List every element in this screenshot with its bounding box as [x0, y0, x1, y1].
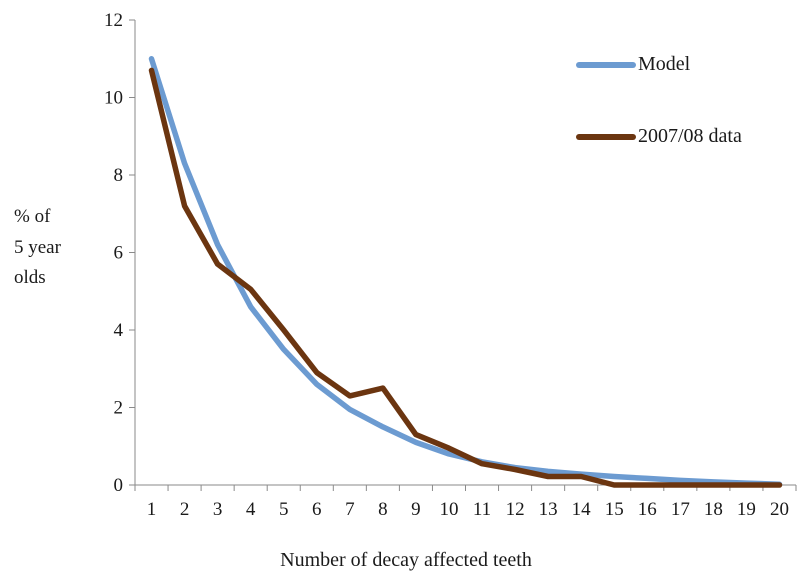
x-tick-label: 20	[770, 499, 789, 520]
series-line-model	[148, 56, 783, 487]
x-tick-label: 1	[147, 499, 157, 520]
legend-item-2007-08-data: 2007/08 data	[576, 125, 742, 148]
x-tick-label: 13	[539, 499, 558, 520]
x-tick-label: 14	[572, 499, 592, 520]
legend-label-model: Model	[638, 53, 691, 75]
y-tick-label: 0	[114, 475, 124, 496]
x-tick-label: 2	[180, 499, 190, 520]
x-tick-label: 4	[246, 499, 256, 520]
y-tick-label: 10	[104, 88, 123, 109]
series-layer	[148, 56, 783, 488]
series-line-2007-08-data	[148, 67, 783, 488]
x-tick-label: 18	[704, 499, 723, 520]
y-tick-label: 12	[104, 10, 123, 31]
y-axis-label-line-1: % of	[14, 206, 51, 227]
y-tick-label: 4	[114, 320, 124, 341]
x-tick-label: 11	[473, 499, 491, 520]
x-axis-label: Number of decay affected teeth	[280, 549, 532, 571]
y-axis-label-line-2: 5 year	[14, 237, 61, 258]
legend-swatch-2007-08-data	[576, 133, 636, 140]
x-tick-label: 6	[312, 499, 322, 520]
x-tick-label: 17	[671, 499, 690, 520]
x-tick-label: 9	[411, 499, 421, 520]
x-tick-label: 7	[345, 499, 355, 520]
x-tick-label: 5	[279, 499, 289, 520]
x-tick-label: 10	[439, 499, 458, 520]
x-tick-label: 3	[213, 499, 223, 520]
x-tick-label: 12	[506, 499, 525, 520]
legend-swatch-model	[576, 61, 636, 68]
legend-label-2007-08-data: 2007/08 data	[638, 125, 742, 147]
y-tick-label: 8	[114, 165, 124, 186]
legend-item-model: Model	[576, 53, 690, 76]
x-tick-label: 8	[378, 499, 388, 520]
x-tick-label: 15	[605, 499, 624, 520]
y-tick-label: 2	[114, 398, 124, 419]
y-axis-label-line-3: olds	[14, 267, 46, 288]
x-tick-label: 19	[737, 499, 756, 520]
x-tick-label: 16	[638, 499, 657, 520]
y-tick-label: 6	[114, 243, 124, 264]
